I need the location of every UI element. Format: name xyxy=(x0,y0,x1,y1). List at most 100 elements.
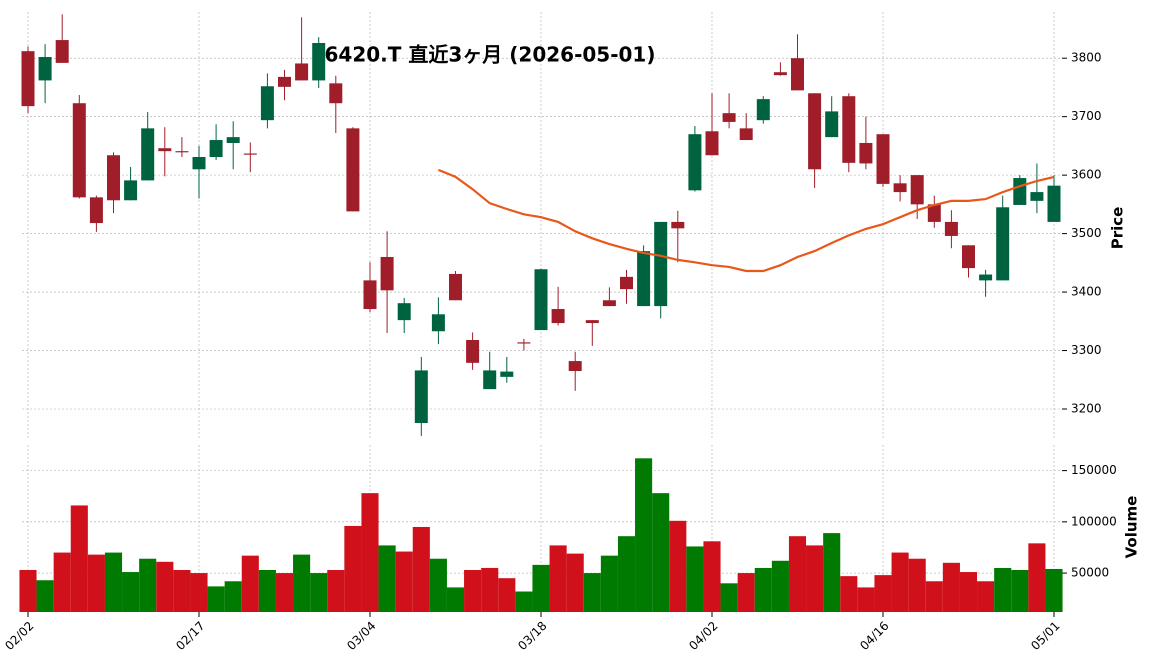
volume-bar xyxy=(823,533,841,612)
y-tick-label: 3800 xyxy=(1071,51,1102,65)
volume-bar xyxy=(806,545,824,612)
x-tick-label: 03/04 xyxy=(344,619,378,653)
volume-bar xyxy=(925,581,943,612)
volume-bar xyxy=(977,581,995,612)
candle-body xyxy=(534,269,548,331)
candle-body xyxy=(346,128,360,212)
volume-bar xyxy=(788,536,807,612)
candle-body xyxy=(431,314,445,332)
candle-body xyxy=(739,128,753,141)
candle-body xyxy=(927,204,941,222)
candle-body xyxy=(876,134,890,184)
volume-bar xyxy=(190,573,208,612)
candle-body xyxy=(141,128,155,181)
y-tick-label: 3500 xyxy=(1071,226,1102,240)
price-axis-label: Price xyxy=(1109,207,1127,250)
candle-body xyxy=(944,221,958,236)
x-tick-label: 05/01 xyxy=(1028,619,1062,653)
volume-bar xyxy=(173,569,191,612)
volume-bar xyxy=(959,572,978,612)
candle-body xyxy=(380,256,394,291)
volume-bar xyxy=(378,545,396,612)
volume-bar xyxy=(327,569,345,612)
volume-bar xyxy=(703,541,721,612)
candle-body xyxy=(671,221,685,229)
candle-body xyxy=(89,197,103,224)
candle-body xyxy=(329,83,343,104)
candle-body xyxy=(209,140,223,158)
volume-bar xyxy=(241,555,259,612)
candle-body xyxy=(773,72,787,76)
candle-body xyxy=(859,142,873,164)
volume-bar xyxy=(583,573,601,612)
volume-bar xyxy=(310,573,328,612)
candle-body xyxy=(175,151,189,153)
x-tick-label: 04/02 xyxy=(686,619,720,653)
volume-bar xyxy=(635,458,653,612)
y-tick-label: 3600 xyxy=(1071,168,1102,182)
candle-body xyxy=(602,300,616,307)
y-tick-label: 3200 xyxy=(1071,402,1102,416)
candle-body xyxy=(962,245,975,269)
volume-bar xyxy=(994,567,1012,612)
volume-bar xyxy=(908,558,926,612)
volume-bar xyxy=(532,564,550,612)
volume-bar xyxy=(754,567,772,612)
volume-bar xyxy=(771,560,789,612)
volume-bar xyxy=(224,581,242,612)
volume-bar xyxy=(19,569,37,612)
y-tick-label: 100000 xyxy=(1071,514,1117,528)
candle-body xyxy=(312,42,326,81)
candle-body xyxy=(21,51,35,107)
volume-bar xyxy=(395,551,413,612)
candle-body xyxy=(278,76,291,87)
candle-body xyxy=(979,274,993,281)
volume-bar xyxy=(156,561,174,612)
candle-body xyxy=(1030,192,1044,201)
candle-body xyxy=(500,371,514,377)
volume-bar xyxy=(1011,569,1029,612)
volume-axis-label: Volume xyxy=(1123,496,1141,559)
volume-bar xyxy=(104,552,123,612)
moving-average-line xyxy=(437,168,1055,273)
volume-bar xyxy=(464,569,482,612)
candle-body xyxy=(363,280,377,310)
volume-bar xyxy=(258,569,276,612)
volume-bar xyxy=(87,554,105,612)
volume-bar xyxy=(481,567,499,612)
candle-body xyxy=(996,207,1010,281)
volume-bar xyxy=(122,572,140,612)
candle-body xyxy=(620,276,633,290)
x-tick-label: 02/02 xyxy=(2,619,36,653)
volume-bar xyxy=(515,591,533,612)
chart-title: 6420.T 直近3ヶ月 (2026-05-01) xyxy=(325,43,656,67)
candle-body xyxy=(585,320,599,324)
candle-body xyxy=(568,361,582,372)
volume-bar xyxy=(891,552,909,612)
candle-body xyxy=(449,273,462,301)
candle-body xyxy=(38,57,52,81)
candle-body xyxy=(158,148,172,152)
candle-body xyxy=(243,153,257,155)
candle-body xyxy=(107,155,120,201)
volume-bar xyxy=(53,552,71,612)
candle-body xyxy=(295,63,309,81)
volume-bar xyxy=(1028,543,1046,612)
candle-body xyxy=(551,309,565,324)
candle-body xyxy=(705,131,719,156)
candle-body xyxy=(466,340,480,363)
x-tick-label: 04/16 xyxy=(857,619,891,653)
x-tick-label: 02/17 xyxy=(173,619,207,653)
y-tick-label: 3300 xyxy=(1071,343,1102,357)
volume-bar xyxy=(857,587,875,612)
x-tick-label: 03/18 xyxy=(515,619,549,653)
volume-bar xyxy=(669,520,687,612)
volume-bar xyxy=(737,573,755,612)
candle-body xyxy=(842,96,856,163)
volume-bar xyxy=(549,545,567,612)
candle-body xyxy=(825,111,839,138)
candle-body xyxy=(397,303,411,321)
candle-body xyxy=(517,342,531,344)
candle-body xyxy=(791,58,804,91)
candle-body xyxy=(722,113,736,122)
